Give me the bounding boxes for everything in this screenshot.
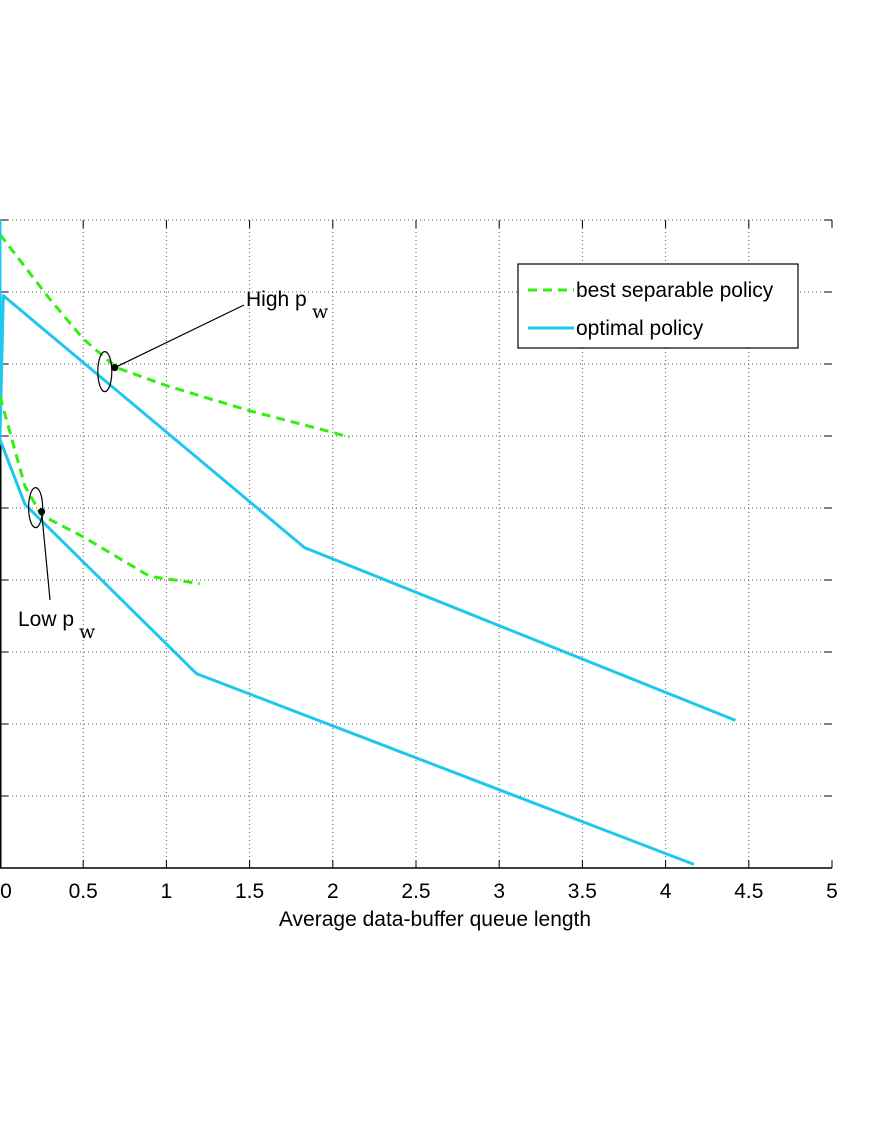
high-pw-label: High p: [246, 288, 307, 311]
legend-box: [517, 263, 799, 349]
series-lines: [0, 220, 737, 866]
x-tick-label: 3.5: [568, 880, 597, 903]
x-tick-label: 0: [0, 880, 12, 903]
low-pw-label: Low p: [18, 608, 74, 631]
high-pw-ellipse: [97, 351, 113, 393]
low-pw-subscript: w: [79, 621, 96, 643]
low-pw-dot: [38, 508, 46, 516]
x-tick-label: 4: [660, 880, 672, 903]
x-tick-label: 1.5: [235, 880, 264, 903]
x-tick-label: 0.5: [69, 880, 98, 903]
legend-label-optimal: optimal policy: [576, 317, 704, 340]
x-axis-title: Average data-buffer queue length: [279, 908, 591, 931]
high-pw-pointer: [114, 304, 245, 369]
axes: 0 0.5 1 1.5 2 2.5 3 3.5 4 4.5 5: [0, 219, 838, 903]
optimal-line-low-pw: [0, 436, 695, 866]
best-separable-line-high-pw: [0, 233, 350, 439]
legend-label-best-separable: best separable policy: [576, 279, 774, 302]
optimal-line-high-pw: [0, 220, 737, 722]
x-tick-label: 4.5: [734, 880, 763, 903]
high-pw-subscript: w: [312, 301, 329, 323]
x-tick-label: 1: [161, 880, 173, 903]
low-pw-pointer: [41, 511, 51, 601]
low-pw-ellipse: [27, 487, 44, 529]
x-tick-label: 2: [327, 880, 339, 903]
best-separable-line-low-pw: [0, 395, 200, 586]
legend: best separable policy optimal policy: [517, 263, 799, 349]
x-tick-label: 3: [493, 880, 505, 903]
x-tick-label: 2.5: [401, 880, 430, 903]
high-pw-dot: [111, 364, 119, 372]
x-tick-label: 5: [826, 880, 838, 903]
